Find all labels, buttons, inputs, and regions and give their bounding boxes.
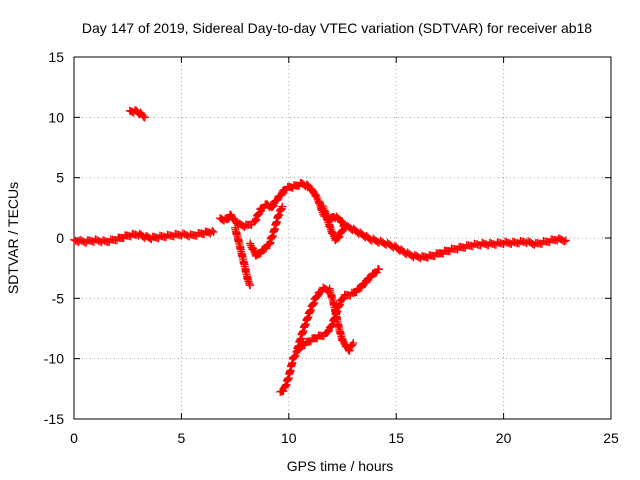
- x-tick-label: 25: [603, 430, 619, 446]
- data-point: [269, 201, 278, 210]
- y-tick-label: 15: [48, 49, 64, 65]
- data-point: [312, 190, 321, 199]
- y-tick-label: 10: [48, 109, 64, 125]
- chart-title: Day 147 of 2019, Sidereal Day-to-day VTE…: [82, 20, 592, 36]
- data-point: [278, 202, 287, 211]
- data-point: [329, 230, 338, 239]
- data-point: [249, 244, 257, 253]
- data-point: [273, 195, 282, 204]
- data-point: [313, 292, 322, 301]
- data-point: [246, 239, 255, 248]
- data-point: [560, 237, 569, 246]
- x-tick-label: 0: [70, 430, 78, 446]
- data-point: [349, 338, 358, 347]
- y-tick-label: 5: [56, 170, 64, 186]
- data-point: [249, 246, 258, 255]
- y-tick-label: -10: [44, 351, 64, 367]
- data-point: [338, 335, 347, 344]
- y-axis-label: SDTVAR / TECUs: [5, 182, 21, 294]
- data-point: [290, 352, 299, 361]
- y-tick-label: 0: [56, 230, 64, 246]
- data-points: [70, 106, 570, 396]
- y-tick-label: -5: [52, 290, 65, 306]
- data-point: [140, 113, 149, 122]
- data-point: [208, 226, 217, 235]
- x-tick-label: 15: [388, 430, 404, 446]
- data-point: [246, 281, 255, 290]
- axis-ticks: 0 5 10 15 20 25 -15 -10 -5 0 5 10 15: [44, 49, 619, 446]
- x-tick-label: 20: [496, 430, 512, 446]
- x-tick-label: 10: [281, 430, 297, 446]
- data-point: [335, 232, 344, 241]
- data-point: [357, 283, 366, 292]
- data-point: [340, 220, 349, 229]
- data-point: [312, 192, 321, 201]
- data-point: [277, 190, 286, 199]
- data-point: [209, 227, 218, 236]
- data-point: [324, 326, 333, 335]
- data-point: [328, 228, 337, 237]
- data-point: [348, 340, 357, 349]
- x-axis-label: GPS time / hours: [287, 458, 394, 474]
- data-point: [289, 353, 298, 362]
- y-tick-label: -15: [44, 411, 64, 427]
- data-point: [226, 210, 235, 219]
- x-tick-label: 5: [178, 430, 186, 446]
- data-point: [345, 346, 354, 355]
- data-point: [362, 278, 371, 287]
- data-point: [291, 351, 300, 360]
- data-point: [561, 236, 570, 245]
- data-point: [375, 265, 384, 274]
- data-point: [339, 337, 348, 346]
